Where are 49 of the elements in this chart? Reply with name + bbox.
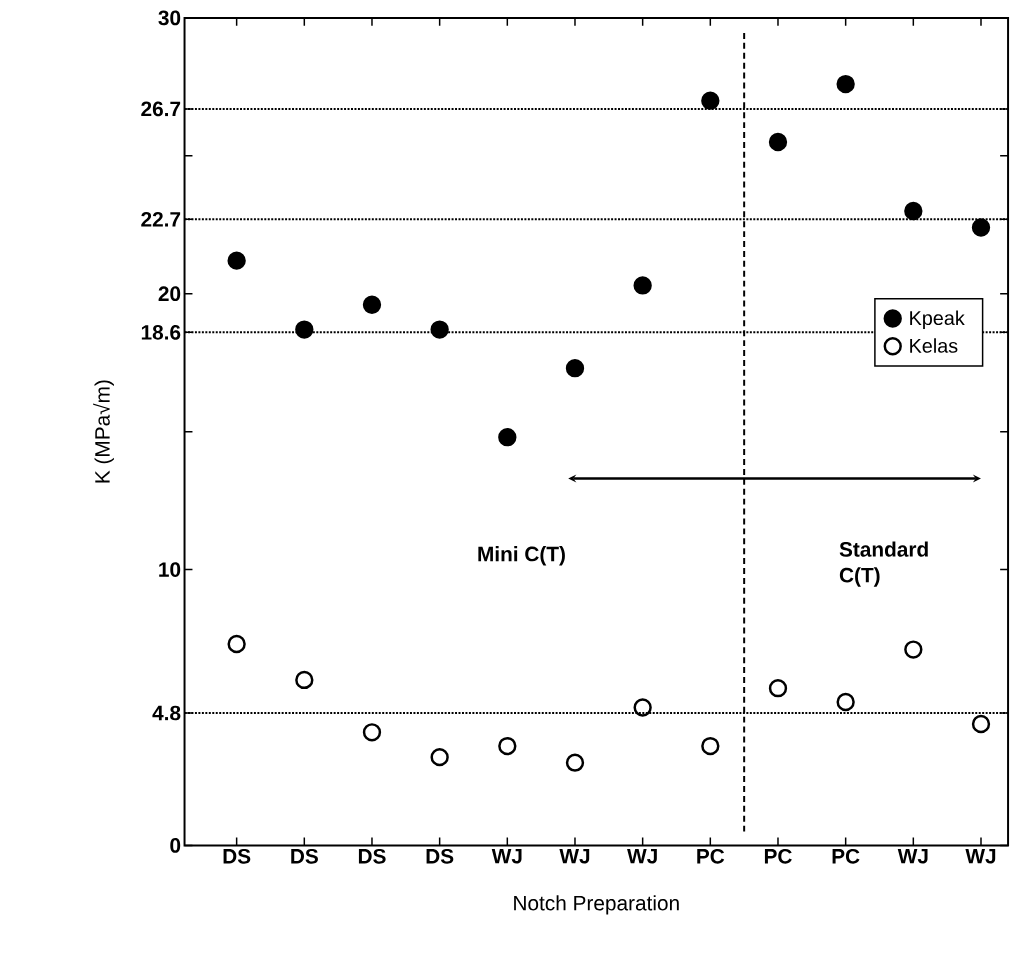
point xyxy=(227,634,246,654)
point xyxy=(362,295,382,315)
y-tick-label: 26.7 xyxy=(141,101,181,117)
x-tick-label: DS xyxy=(426,849,454,864)
point xyxy=(971,714,991,734)
x-tick-label: WJ xyxy=(965,849,996,864)
x-axis-title: Notch Preparation xyxy=(514,895,679,915)
annotation: Mini C(T) xyxy=(478,546,565,566)
point xyxy=(904,640,923,659)
y-axis-title: K (MPa√m) xyxy=(93,380,114,483)
x-tick-label: PC xyxy=(764,849,792,864)
x-tick-label: WJ xyxy=(491,849,522,864)
x-tick-label: DS xyxy=(291,849,318,864)
x-tick-label: PC xyxy=(832,849,860,864)
x-tick-label: DS xyxy=(223,849,251,864)
point xyxy=(836,75,855,94)
legend-label: Kelas xyxy=(910,338,958,353)
point xyxy=(565,359,585,378)
x-tick-label: WJ xyxy=(627,849,657,864)
legend-label: Kpeak xyxy=(910,310,965,330)
point xyxy=(701,737,720,756)
x-tick-label: WJ xyxy=(897,849,928,864)
x-tick-label: WJ xyxy=(559,849,590,864)
y-tick-label: 0 xyxy=(170,838,181,853)
point xyxy=(430,748,449,767)
point xyxy=(498,428,517,447)
point xyxy=(227,251,246,270)
point xyxy=(836,692,855,712)
point xyxy=(633,698,652,717)
point xyxy=(295,670,314,690)
point xyxy=(362,723,382,742)
point xyxy=(701,91,720,110)
point xyxy=(633,276,652,295)
point xyxy=(768,132,788,152)
point xyxy=(295,320,314,339)
y-tick-label: 4.8 xyxy=(152,705,181,721)
point xyxy=(768,679,788,698)
point xyxy=(498,737,517,756)
point xyxy=(904,201,923,221)
annotation: Standard C(T) xyxy=(839,541,928,587)
y-tick-label: 18.6 xyxy=(141,325,181,340)
x-tick-label: PC xyxy=(697,849,725,864)
y-tick-label: 20 xyxy=(158,286,181,302)
y-tick-label: 22.7 xyxy=(141,212,181,227)
point xyxy=(565,753,585,772)
y-tick-label: 30 xyxy=(158,10,181,26)
y-tick-label: 10 xyxy=(159,562,181,578)
point xyxy=(430,320,449,339)
x-tick-label: DS xyxy=(358,849,386,864)
